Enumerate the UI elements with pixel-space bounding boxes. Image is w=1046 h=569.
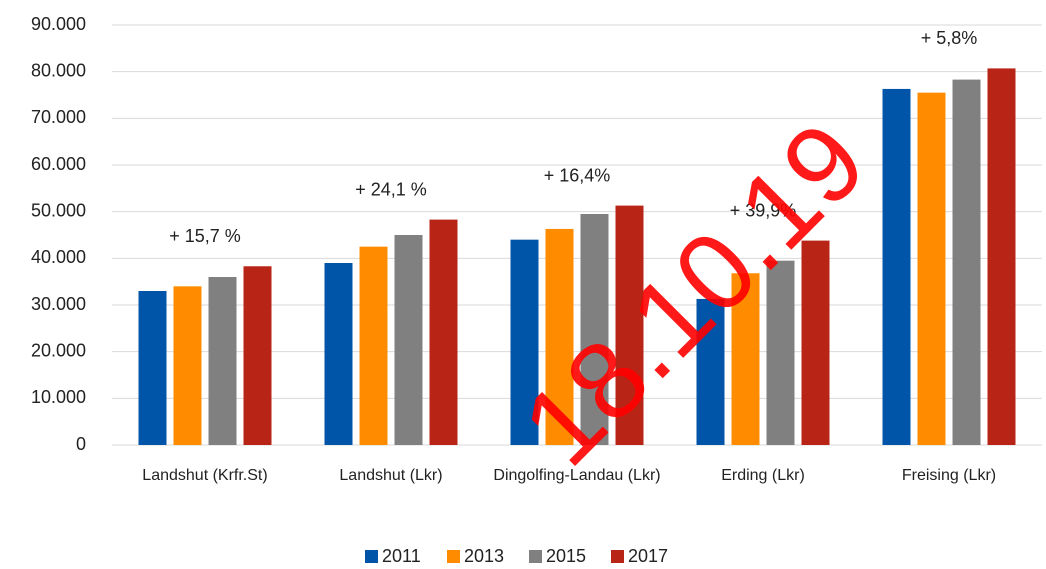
bar [801,240,830,445]
legend: 2011 2013 2015 2017 [365,546,668,566]
bar [580,214,609,445]
bar [766,260,795,445]
x-tick-label: Freising (Lkr) [901,467,997,484]
bar [510,239,539,445]
y-tick-label: 60.000 [31,154,86,174]
bar [324,263,353,445]
bar [359,246,388,445]
y-tick-label: 30.000 [31,294,86,314]
legend-label: 2011 [382,546,421,566]
bar [545,228,574,445]
bar [173,286,202,445]
annotation: + 16,4% [544,165,611,185]
y-tick-label: 40.000 [31,247,86,267]
bar [429,219,458,445]
bar [987,68,1016,446]
bar [615,205,644,445]
y-tick-label: 70.000 [31,107,86,127]
bar [731,273,760,445]
bar [394,235,423,445]
y-tick-label: 20.000 [31,340,86,360]
y-tick-label: 0 [76,434,86,454]
legend-label: 2013 [464,546,504,566]
bar [882,88,911,445]
annotation: + 39,9% [730,200,797,220]
legend-swatch [611,550,624,563]
legend-label: 2015 [546,546,586,566]
bar [952,79,981,445]
legend-label: 2017 [628,546,668,566]
legend-swatch [529,550,542,563]
annotation: + 15,7 % [169,226,241,246]
bar [243,266,272,445]
x-tick-label: Landshut (Krfr.St) [142,467,268,484]
y-tick-label: 90.000 [31,14,86,34]
bar [696,298,725,445]
x-tick-label: Erding (Lkr) [721,467,805,484]
y-tick-label: 10.000 [31,387,86,407]
x-tick-label: Landshut (Lkr) [339,467,443,484]
x-tick-label: Dingolfing-Landau (Lkr) [493,467,661,484]
bar [917,92,946,446]
bar [208,277,237,445]
annotation: + 24,1 % [355,179,427,199]
bar [138,291,167,445]
y-tick-label: 50.000 [31,200,86,220]
annotation: + 5,8% [921,28,978,48]
legend-swatch [365,550,378,563]
legend-swatch [447,550,460,563]
y-tick-label: 80.000 [31,60,86,80]
